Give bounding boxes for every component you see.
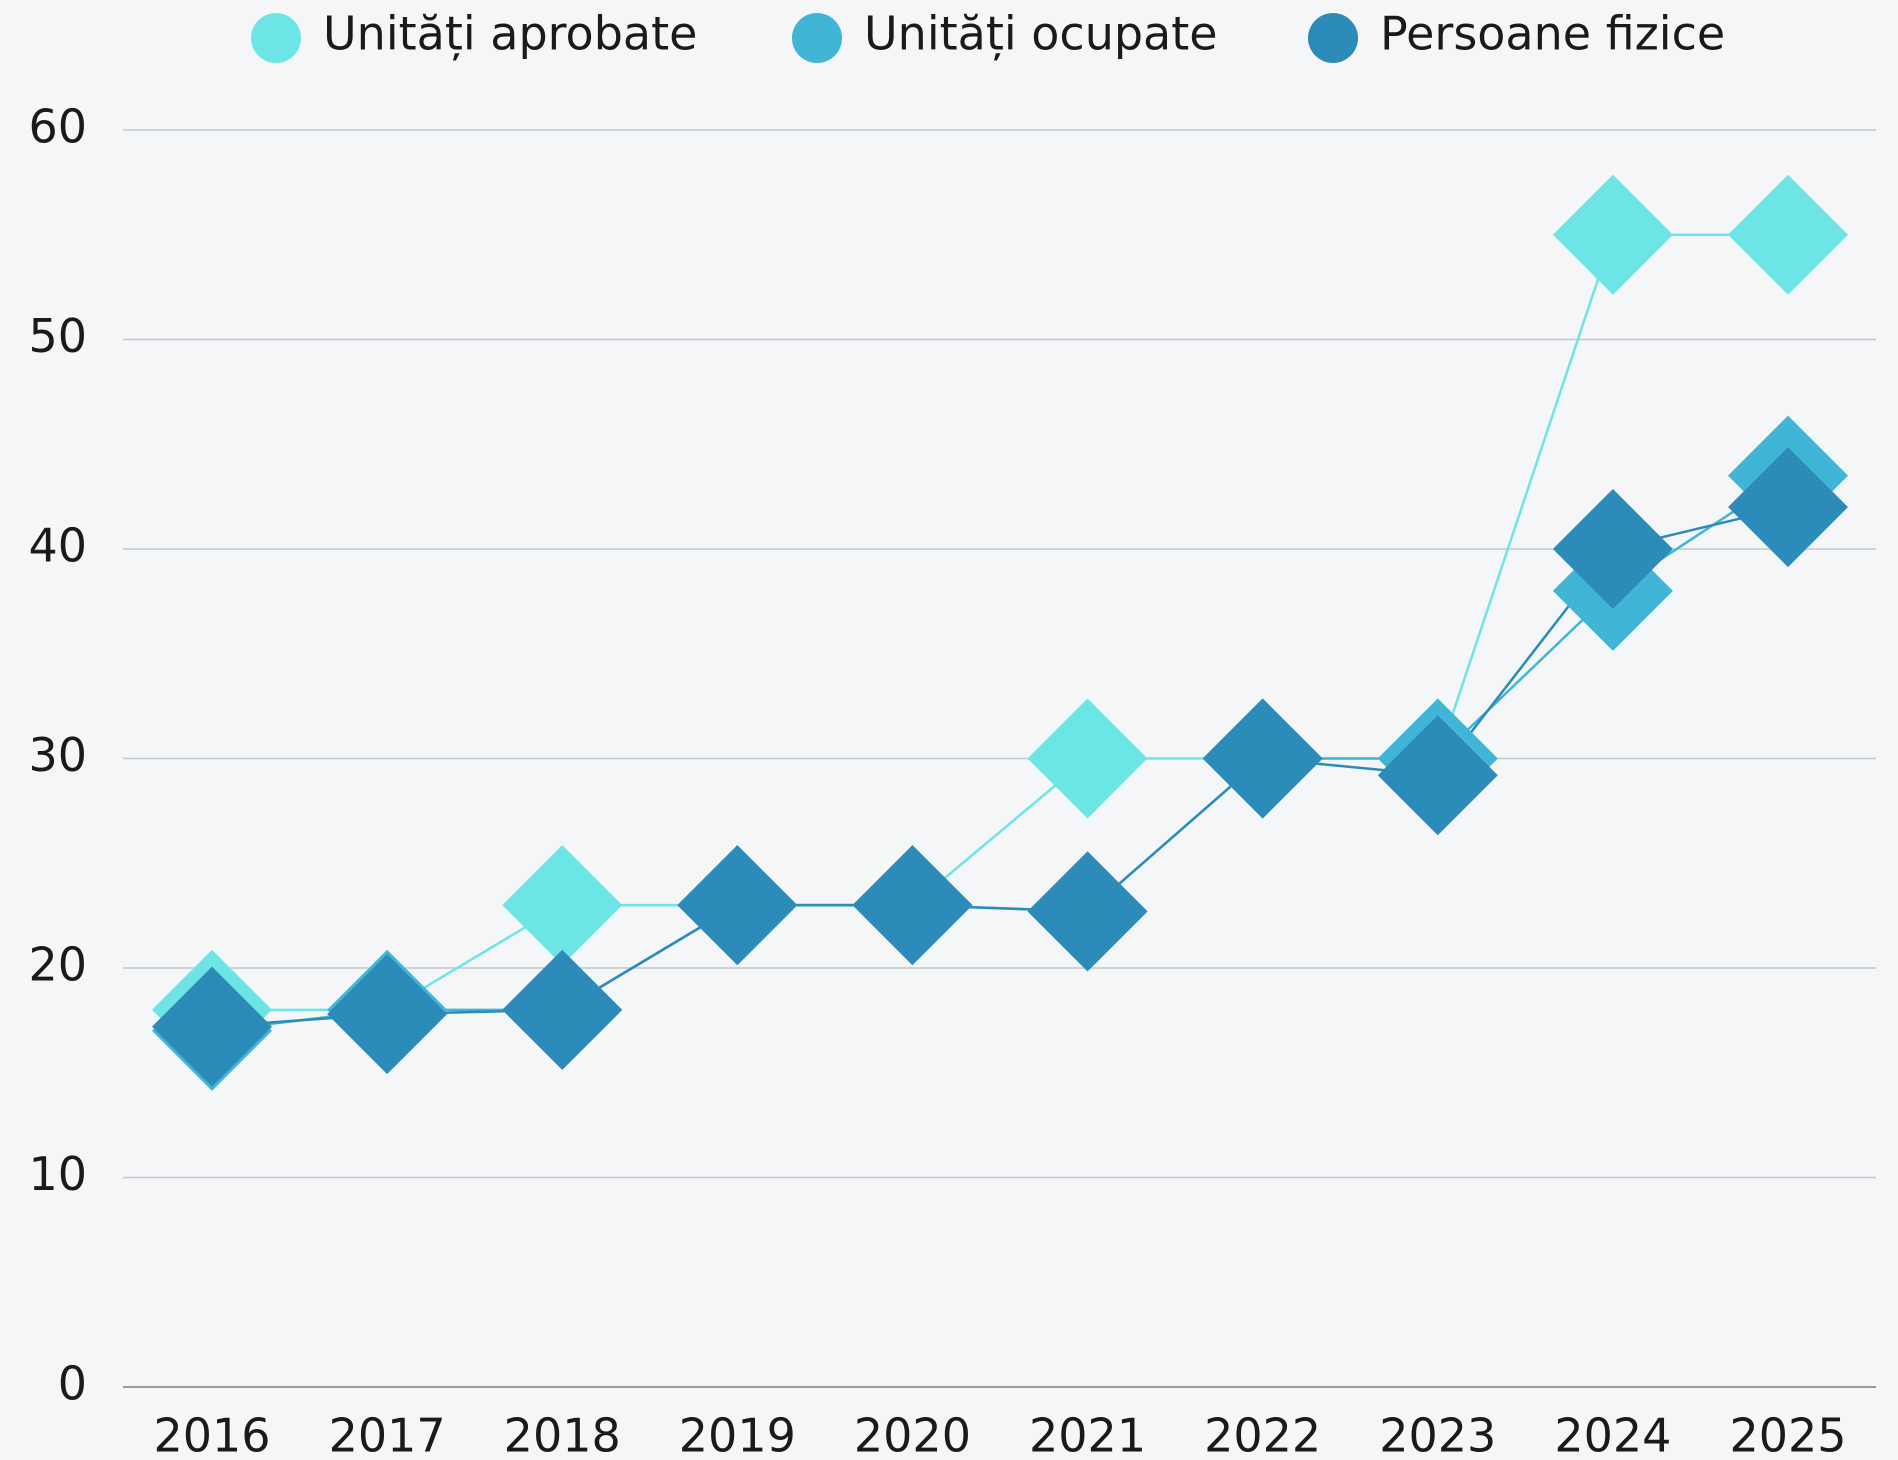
diamond-marker xyxy=(1728,174,1848,295)
y-tick-label: 40 xyxy=(28,519,87,573)
legend-label: Persoane fizice xyxy=(1380,7,1725,61)
diamond-marker xyxy=(502,949,623,1070)
y-tick-label: 60 xyxy=(28,100,87,154)
legend-marker xyxy=(251,13,301,63)
diamond-marker xyxy=(1202,698,1323,819)
x-tick-label: 2022 xyxy=(1204,1409,1321,1460)
x-tick-label: 2024 xyxy=(1554,1409,1671,1460)
diamond-marker xyxy=(327,954,448,1075)
x-tick-label: 2019 xyxy=(679,1409,796,1460)
series-line xyxy=(211,474,1789,1033)
series-line xyxy=(211,505,1789,1028)
x-tick-label: 2023 xyxy=(1379,1409,1496,1460)
legend-label: Unități ocupate xyxy=(864,7,1218,62)
diamond-marker xyxy=(1377,715,1498,836)
diamond-marker xyxy=(1728,447,1848,568)
x-tick-label: 2021 xyxy=(1029,1409,1146,1460)
x-tick-label: 2025 xyxy=(1729,1409,1846,1460)
diamond-marker xyxy=(1027,851,1148,972)
diamond-marker xyxy=(1552,489,1673,609)
x-tick-label: 2017 xyxy=(329,1409,446,1460)
legend-marker xyxy=(1308,13,1358,63)
diamond-marker xyxy=(677,845,798,966)
diamond-marker xyxy=(1552,174,1673,295)
diamond-marker xyxy=(502,845,623,966)
x-tick-label: 2018 xyxy=(504,1409,621,1460)
y-tick-label: 20 xyxy=(28,938,87,992)
x-tick-label: 2016 xyxy=(153,1409,270,1460)
diamond-marker xyxy=(1027,698,1148,819)
diamond-marker xyxy=(852,845,973,966)
x-tick-label: 2020 xyxy=(854,1409,971,1460)
y-tick-label: 10 xyxy=(28,1147,87,1201)
legend-label: Unități aprobate xyxy=(323,7,697,62)
y-tick-label: 30 xyxy=(28,728,87,782)
legend-marker xyxy=(792,13,842,63)
diamond-marker xyxy=(152,966,272,1087)
y-tick-label: 50 xyxy=(28,309,87,363)
y-tick-label: 0 xyxy=(58,1357,87,1411)
series-line xyxy=(212,233,1788,1012)
